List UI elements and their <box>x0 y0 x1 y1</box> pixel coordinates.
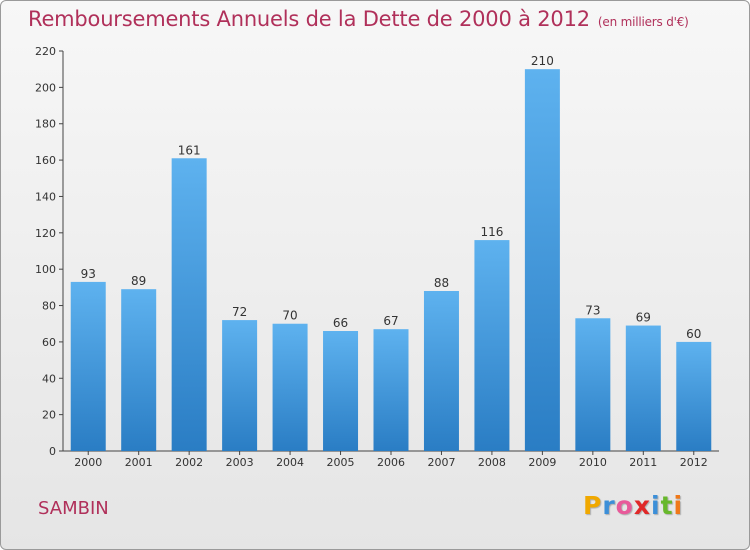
chart-unit-note: (en milliers d'€) <box>597 15 689 29</box>
proxiti-logo: Proxiti <box>583 491 683 520</box>
bar-2001 <box>121 289 157 451</box>
bar-2004 <box>272 323 308 451</box>
y-tick-label: 0 <box>49 445 56 458</box>
y-tick-label: 140 <box>35 190 56 203</box>
x-tick-label-2003: 2003 <box>226 456 254 469</box>
bar-2012 <box>676 341 712 451</box>
bar-2011 <box>625 325 661 451</box>
data-label-2009: 210 <box>531 54 554 68</box>
bar-2007 <box>423 291 459 451</box>
x-tick-label-2005: 2005 <box>327 456 355 469</box>
x-tick-label-2012: 2012 <box>680 456 708 469</box>
x-tick-label-2001: 2001 <box>125 456 153 469</box>
logo-letter: t <box>660 491 674 520</box>
data-label-2012: 60 <box>686 327 701 341</box>
chart-title: Remboursements Annuels de la Dette de 20… <box>28 7 689 31</box>
x-tick-label-2011: 2011 <box>629 456 657 469</box>
logo-letter: i <box>651 491 661 520</box>
logo-letter: o <box>615 491 634 520</box>
bar-2010 <box>575 318 611 451</box>
data-label-2011: 69 <box>636 311 651 325</box>
data-label-2007: 88 <box>434 276 449 290</box>
bar-2003 <box>222 320 258 451</box>
data-label-2003: 72 <box>232 305 247 319</box>
x-tick-label-2002: 2002 <box>175 456 203 469</box>
x-tick-label-2010: 2010 <box>579 456 607 469</box>
data-label-2006: 67 <box>383 314 398 328</box>
y-tick-label: 100 <box>35 263 56 276</box>
bar-2000 <box>70 281 106 451</box>
data-label-2005: 66 <box>333 316 348 330</box>
data-label-2002: 161 <box>178 143 201 157</box>
x-tick-label-2000: 2000 <box>74 456 102 469</box>
y-tick-label: 60 <box>42 336 56 349</box>
data-label-2004: 70 <box>282 309 297 323</box>
y-tick-label: 180 <box>35 118 56 131</box>
logo-letter: x <box>633 491 651 520</box>
y-tick-label: 120 <box>35 227 56 240</box>
y-tick-label: 80 <box>42 300 56 313</box>
chart-title-text: Remboursements Annuels de la Dette de 20… <box>28 7 590 31</box>
y-tick-label: 220 <box>35 45 56 58</box>
y-tick-label: 200 <box>35 81 56 94</box>
data-label-2008: 116 <box>480 225 503 239</box>
bar-2005 <box>323 331 359 451</box>
x-tick-label-2007: 2007 <box>427 456 455 469</box>
bar-2009 <box>524 69 560 451</box>
y-tick-label: 40 <box>42 372 56 385</box>
y-tick-label: 20 <box>42 409 56 422</box>
x-tick-label-2004: 2004 <box>276 456 304 469</box>
x-tick-label-2006: 2006 <box>377 456 405 469</box>
y-tick-label: 160 <box>35 154 56 167</box>
x-tick-label-2009: 2009 <box>528 456 556 469</box>
x-tick-label-2008: 2008 <box>478 456 506 469</box>
logo-letter: P <box>583 491 603 520</box>
bar-2002 <box>171 158 207 452</box>
bar-2006 <box>373 329 409 451</box>
logo-letter: i <box>673 491 684 520</box>
data-label-2000: 93 <box>81 267 96 281</box>
commune-name: SAMBIN <box>38 498 109 519</box>
data-label-2010: 73 <box>585 303 600 317</box>
logo-letter: r <box>602 491 616 520</box>
bar-2008 <box>474 240 510 451</box>
data-label-2001: 89 <box>131 274 146 288</box>
